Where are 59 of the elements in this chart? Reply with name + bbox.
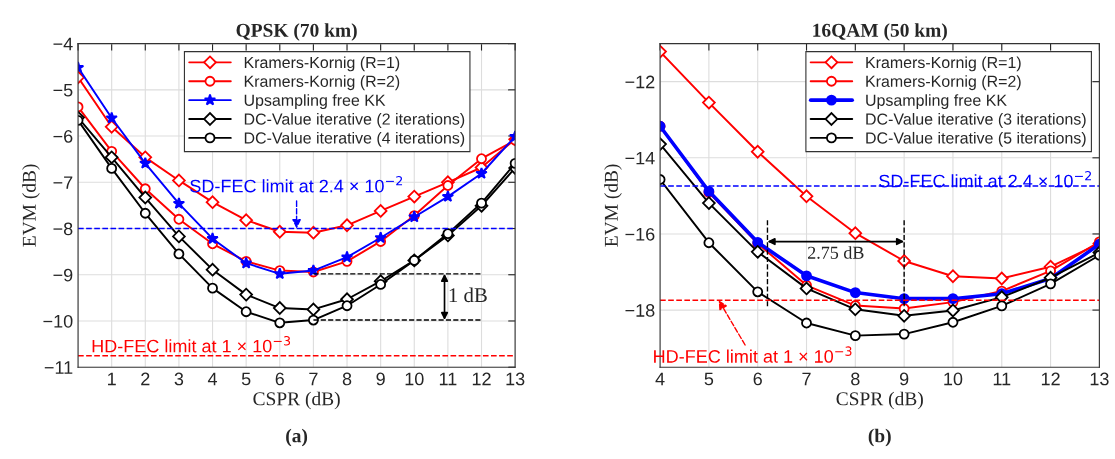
x-tick-label: 7	[802, 372, 811, 386]
y-tick-label: −12	[625, 75, 655, 89]
chart-title: QPSK (70 km)	[236, 23, 357, 41]
y-tick-label: −6	[53, 130, 73, 143]
x-tick-label: 4	[655, 372, 665, 386]
x-tick-label: 10	[944, 372, 963, 386]
x-tick-label: 4	[207, 372, 218, 386]
y-tick-label: −11	[44, 361, 73, 374]
x-tick-label: 12	[472, 372, 491, 386]
x-tick-label: 11	[993, 372, 1011, 386]
x-tick-label: 12	[1041, 372, 1060, 386]
text: (b)	[868, 428, 891, 447]
annotation: 2.75 dB	[808, 246, 864, 259]
y-tick-label: −5	[53, 83, 73, 97]
legend-label: DC-Value iterative (5 iterations)	[866, 131, 1086, 147]
y-tick-label: −16	[625, 227, 655, 241]
x-tick-label: 3	[174, 372, 184, 386]
y-tick-label: −10	[43, 314, 73, 328]
legend-label: Kramers-Kornig (R=1)	[244, 56, 400, 72]
x-tick-label: 11	[439, 372, 457, 386]
chart-title: 16QAM (50 km)	[813, 23, 947, 41]
x-axis-title: CSPR (dB)	[836, 391, 923, 410]
x-tick-label: 6	[753, 372, 762, 386]
x-axis-title: CSPR (dB)	[253, 391, 340, 410]
legend-label: Kramers-Kornig (R=2)	[866, 75, 1021, 91]
y-tick-label: −18	[625, 304, 655, 317]
x-tick-label: 1	[108, 372, 116, 386]
legend-label: DC-Value iterative (2 iterations)	[244, 113, 465, 128]
x-tick-label: 8	[851, 372, 860, 386]
x-tick-label: 7	[309, 372, 318, 386]
y-tick-label: −8	[53, 222, 73, 236]
annotation: HD-FEC limit at 1 × 10$^{−3}$	[654, 346, 852, 363]
y-axis-title: EVM (dB)	[22, 164, 40, 247]
x-tick-label: 6	[275, 372, 285, 386]
x-tick-label: 10	[405, 372, 424, 386]
y-tick-label: −7	[53, 176, 73, 189]
x-tick-label: 13	[1090, 372, 1109, 386]
annotation: 1 dB	[449, 287, 487, 303]
annotation: SD-FEC limit at 2.4 × 10$^{−2}$	[879, 170, 1091, 188]
legend-label: Kramers-Kornig (R=2)	[244, 75, 400, 91]
legend-label: Upsampling free KK	[244, 94, 386, 110]
legend-label: DC-Value iterative (3 iterations)	[866, 113, 1086, 128]
x-tick-label: 9	[376, 372, 385, 386]
x-tick-label: 9	[899, 372, 909, 386]
legend-label: DC-Value iterative (4 iterations)	[244, 131, 465, 147]
legend-label: Upsampling free KK	[866, 94, 1007, 110]
x-tick-label: 5	[704, 372, 714, 386]
y-tick-label: −4	[53, 37, 73, 51]
x-tick-label: 5	[241, 372, 251, 386]
annotation: SD-FEC limit at 2.4 × 10$^{−2}$	[190, 175, 403, 193]
annotation: HD-FEC limit at 1 × 10$^{−3}$	[92, 336, 291, 353]
y-tick-label: −14	[625, 151, 655, 165]
y-tick-label: −9	[53, 268, 73, 282]
x-tick-label: 13	[506, 372, 525, 386]
x-tick-label: 2	[141, 372, 150, 386]
x-tick-label: 8	[342, 372, 352, 386]
legend-label: Kramers-Kornig (R=1)	[866, 56, 1021, 72]
text: (a)	[286, 428, 308, 447]
y-axis-title: EVM (dB)	[604, 164, 622, 247]
